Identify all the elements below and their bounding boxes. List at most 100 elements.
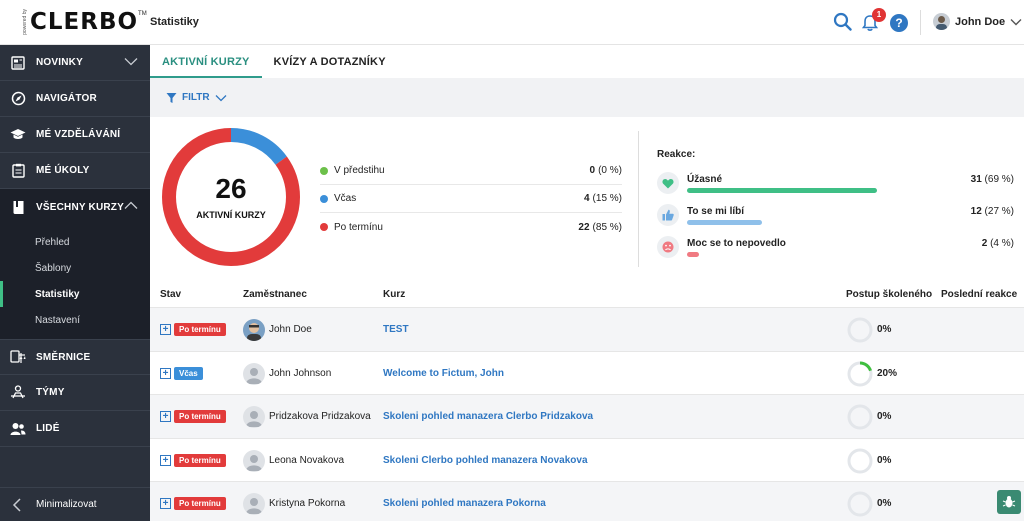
reaction-value: 31 (69 %) <box>970 174 1014 185</box>
page-title: Statistiky <box>150 16 199 28</box>
employee-name[interactable]: Pridzakova Pridzakova <box>269 411 371 422</box>
clerbo-logo[interactable]: powered by CLERBO TM <box>22 9 147 35</box>
user-menu[interactable]: John Doe <box>933 13 1022 30</box>
column-last-reaction[interactable]: Poslední reakce <box>941 289 1018 300</box>
progress-percent: 0% <box>877 324 892 335</box>
submenu-item-statistics[interactable]: Statistiky <box>0 281 150 307</box>
avatar <box>243 493 265 515</box>
reactions-title: Reakce: <box>657 149 696 160</box>
status-badge: Po termínu <box>174 453 226 467</box>
sidebar-item-my-learning[interactable]: MÉ VZDĚLÁVÁNÍ <box>0 117 150 153</box>
heart-icon <box>657 172 679 194</box>
sidebar-item-people[interactable]: LIDÉ <box>0 411 150 447</box>
legend-dot <box>320 223 328 231</box>
clipboard-icon <box>10 163 26 179</box>
sidebar-item-directives[interactable]: SMĚRNICE <box>0 339 150 375</box>
legend-percent: (15 %) <box>592 193 622 204</box>
sidebar-item-label: MÉ VZDĚLÁVÁNÍ <box>36 129 121 140</box>
expand-row-button[interactable]: + <box>160 324 171 335</box>
expand-row-button[interactable]: + <box>160 367 171 379</box>
table-row[interactable]: + Po termínu Kristyna Pokorna Skoleni po… <box>150 481 1024 521</box>
table-row[interactable]: + Včas John Johnson Welcome to Fictum, J… <box>150 350 1024 395</box>
progress-percent: 20% <box>877 367 898 379</box>
sidebar-item-teams[interactable]: TÝMY <box>0 375 150 411</box>
chevron-up-icon <box>124 201 138 209</box>
column-status[interactable]: Stav <box>160 289 182 300</box>
reaction-row-like: To se mi líbí 12 (27 %) <box>657 204 1014 232</box>
table-row[interactable]: + Po termínu Pridzakova Pridzakova Skole… <box>150 394 1024 438</box>
reaction-value: 2 (4 %) <box>981 238 1014 249</box>
column-course[interactable]: Kurz <box>383 289 406 300</box>
course-link[interactable]: Skoleni pohled manazera Clerbo Pridzakov… <box>383 411 594 422</box>
legend-row-overdue: Po termínu 22 (85 %) <box>320 213 622 241</box>
progress-ring <box>847 404 873 430</box>
thumbs-up-icon <box>657 204 679 226</box>
search-icon[interactable] <box>833 12 852 31</box>
table-row[interactable]: + Po termínu John Doe TEST 0% <box>150 307 1024 351</box>
notification-badge[interactable]: 1 <box>872 8 886 22</box>
sidebar: NOVINKY NAVIGÁTOR MÉ VZDĚLÁVÁNÍ MÉ ÚKOLY… <box>0 45 150 521</box>
sidebar-item-novinky[interactable]: NOVINKY <box>0 45 150 81</box>
employee-name[interactable]: John Doe <box>269 324 312 335</box>
bug-icon <box>1002 496 1016 508</box>
minimize-sidebar-button[interactable]: Minimalizovat <box>0 487 150 521</box>
legend-percent: (0 %) <box>598 165 622 176</box>
sidebar-item-label: MÉ ÚKOLY <box>36 165 90 176</box>
bug-report-button[interactable] <box>997 490 1021 514</box>
filter-icon <box>166 92 177 103</box>
expand-row-button[interactable]: + <box>160 498 171 509</box>
table-row[interactable]: + Po termínu Leona Novakova Skoleni Cler… <box>150 437 1024 482</box>
legend-value: 0 <box>589 165 596 176</box>
reaction-name: To se mi líbí <box>687 206 745 217</box>
employee-name[interactable]: John Johnson <box>269 367 332 379</box>
sidebar-item-my-tasks[interactable]: MÉ ÚKOLY <box>0 153 150 189</box>
expand-row-button[interactable]: + <box>160 411 171 422</box>
legend-value: 4 <box>583 193 590 204</box>
minimize-label: Minimalizovat <box>36 499 97 510</box>
table-header: Stav Zaměstnanec Kurz Postup školeného P… <box>150 282 1024 307</box>
legend-dot <box>320 166 328 175</box>
total-active-courses-label: AKTIVNÍ KURZY <box>196 210 266 220</box>
graduation-cap-icon <box>10 127 26 143</box>
reaction-name: Úžasné <box>687 174 723 185</box>
sidebar-item-label: SMĚRNICE <box>36 351 91 363</box>
avatar <box>243 449 265 472</box>
chevron-down-icon <box>1010 18 1022 25</box>
help-button[interactable]: ? <box>890 14 908 32</box>
sad-face-icon <box>657 236 679 258</box>
sidebar-item-label: VŠECHNY KURZY <box>36 201 124 213</box>
expand-row-button[interactable]: + <box>160 454 171 466</box>
filter-toggle[interactable]: FILTR <box>166 92 227 104</box>
course-link[interactable]: TEST <box>383 324 409 335</box>
course-link[interactable]: Skoleni pohled manazera Pokorna <box>383 498 546 509</box>
employee-name[interactable]: Kristyna Pokorna <box>269 498 346 509</box>
sidebar-item-label: NAVIGÁTOR <box>36 93 97 104</box>
legend-name: Včas <box>334 193 357 204</box>
sidebar-item-navigator[interactable]: NAVIGÁTOR <box>0 81 150 117</box>
submenu-item-overview[interactable]: Přehled <box>35 236 70 248</box>
submenu-item-templates[interactable]: Šablony <box>35 262 72 274</box>
total-active-courses: 26 <box>215 173 247 204</box>
tab-active-courses[interactable]: AKTIVNÍ KURZY <box>150 46 262 78</box>
column-progress[interactable]: Postup školeného <box>846 289 933 300</box>
submenu-item-settings[interactable]: Nastavení <box>35 314 81 326</box>
sidebar-item-all-courses[interactable]: VŠECHNY KURZY <box>0 189 150 225</box>
chevron-down-icon <box>124 58 138 66</box>
progress-ring <box>847 448 873 473</box>
course-link[interactable]: Skoleni Clerbo pohled manazera Novakova <box>383 454 588 466</box>
courses-donut-chart <box>162 128 300 266</box>
legend-value: 22 <box>578 221 590 233</box>
status-badge: Po termínu <box>174 323 226 336</box>
legend-dot <box>320 194 328 203</box>
legend-name: Po termínu <box>334 221 383 233</box>
avatar <box>243 406 265 428</box>
tab-quizzes[interactable]: KVÍZY A DOTAZNÍKY <box>273 56 386 68</box>
reaction-value: 12 (27 %) <box>970 206 1014 217</box>
course-link[interactable]: Welcome to Fictum, John <box>383 367 504 379</box>
reaction-bar <box>687 188 878 193</box>
legend-row-on-time: Včas 4 (15 %) <box>320 185 622 213</box>
employee-name[interactable]: Leona Novakova <box>269 454 345 466</box>
column-employee[interactable]: Zaměstnanec <box>243 289 307 300</box>
status-badge: Po termínu <box>174 497 226 510</box>
